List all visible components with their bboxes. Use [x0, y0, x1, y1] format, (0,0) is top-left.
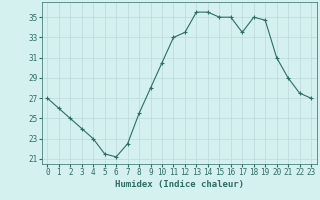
X-axis label: Humidex (Indice chaleur): Humidex (Indice chaleur)	[115, 180, 244, 189]
